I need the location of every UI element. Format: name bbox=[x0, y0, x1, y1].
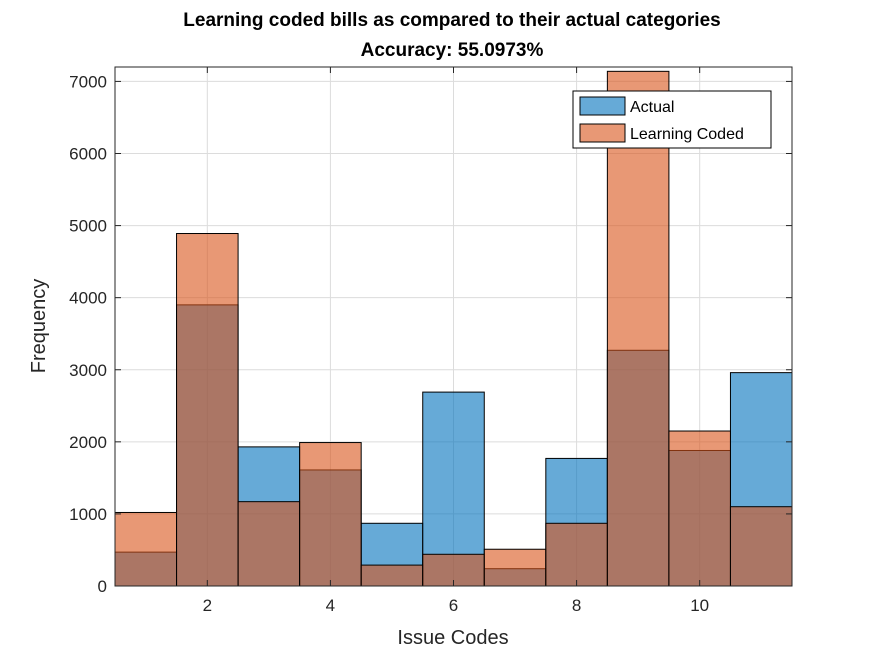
legend: Actual Learning Coded bbox=[572, 90, 772, 149]
x-tick-label: 10 bbox=[690, 596, 709, 615]
x-tick-label: 2 bbox=[203, 596, 212, 615]
y-tick-label: 7000 bbox=[69, 72, 107, 91]
bar-learning-coded-11 bbox=[729, 506, 793, 587]
legend-swatch-learning-coded bbox=[579, 123, 626, 143]
bar-learning-coded-9 bbox=[606, 70, 670, 587]
y-tick-label: 4000 bbox=[69, 289, 107, 308]
y-tick-label: 6000 bbox=[69, 145, 107, 164]
x-tick-label: 4 bbox=[326, 596, 335, 615]
bar-learning-coded-2 bbox=[176, 233, 239, 587]
bar-learning-coded-7 bbox=[483, 548, 547, 587]
y-tick-label: 2000 bbox=[69, 433, 107, 452]
chart-subtitle: Accuracy: 55.0973% bbox=[361, 40, 544, 61]
legend-label-actual: Actual bbox=[630, 99, 674, 116]
x-tick-label: 8 bbox=[572, 596, 581, 615]
x-tick-label: 6 bbox=[449, 596, 458, 615]
histogram-bars bbox=[114, 70, 793, 587]
y-tick-label: 0 bbox=[98, 577, 107, 596]
axis-ticks: 0 1000 2000 3000 4000 5000 6000 7000 2 4 6 8 10 bbox=[69, 67, 792, 615]
bar-learning-coded-1 bbox=[114, 511, 178, 587]
y-tick-label: 1000 bbox=[69, 505, 107, 524]
y-axis-label: Frequency bbox=[28, 279, 50, 374]
y-tick-label: 3000 bbox=[69, 361, 107, 380]
legend-swatch-actual bbox=[579, 96, 626, 116]
legend-label-learning-coded: Learning Coded bbox=[630, 126, 744, 143]
bar-learning-coded-8 bbox=[545, 522, 608, 587]
x-axis-label: Issue Codes bbox=[397, 627, 508, 649]
bar-learning-coded-10 bbox=[668, 430, 731, 587]
bar-learning-coded-5 bbox=[360, 564, 424, 587]
bar-learning-coded-3 bbox=[237, 501, 301, 587]
bar-actual-6 bbox=[422, 391, 485, 587]
chart-title: Learning coded bills as compared to thei… bbox=[183, 10, 720, 31]
y-tick-label: 5000 bbox=[69, 217, 107, 236]
bar-learning-coded-4 bbox=[299, 442, 362, 587]
